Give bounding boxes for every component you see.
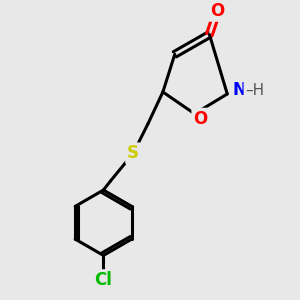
Text: Cl: Cl	[94, 271, 112, 289]
Text: N: N	[232, 81, 246, 99]
Text: O: O	[194, 110, 208, 128]
Text: –H: –H	[245, 82, 264, 98]
Text: S: S	[127, 144, 139, 162]
Text: O: O	[210, 2, 224, 20]
